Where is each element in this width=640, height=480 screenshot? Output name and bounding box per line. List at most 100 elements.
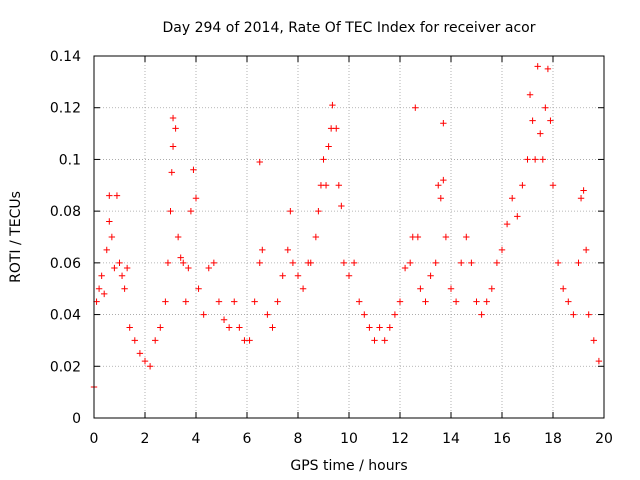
data-point — [483, 298, 490, 305]
data-point — [473, 298, 480, 305]
data-point — [256, 259, 263, 267]
data-point — [205, 264, 212, 272]
data-point — [269, 324, 276, 331]
data-point — [225, 324, 233, 331]
data-point — [118, 272, 126, 279]
data-point — [136, 350, 144, 357]
data-point — [356, 298, 363, 305]
data-point — [299, 285, 307, 292]
data-point — [259, 246, 266, 254]
data-point — [231, 298, 238, 305]
data-point — [519, 182, 526, 189]
data-point — [121, 285, 128, 292]
data-point — [531, 156, 539, 163]
data-point — [322, 182, 330, 189]
x-tick-label: 20 — [595, 431, 613, 447]
data-point — [108, 233, 116, 241]
data-point — [98, 272, 105, 279]
x-tick-label: 16 — [493, 431, 511, 447]
data-point — [256, 158, 263, 166]
data-point — [529, 117, 536, 124]
data-point — [577, 195, 585, 202]
data-point — [177, 254, 184, 261]
data-point — [524, 156, 531, 163]
x-tick-label: 10 — [340, 431, 358, 447]
data-point — [376, 324, 383, 331]
data-point — [478, 311, 485, 318]
data-point — [195, 285, 202, 292]
data-point — [168, 169, 175, 176]
data-point — [113, 192, 121, 199]
data-point — [580, 187, 587, 194]
data-point — [287, 207, 294, 215]
y-tick-label: 0.06 — [50, 256, 81, 272]
y-tick-label: 0.1 — [59, 152, 81, 168]
data-point — [366, 324, 373, 331]
data-point — [111, 264, 118, 272]
data-point — [294, 272, 302, 279]
data-point — [509, 195, 516, 202]
data-point — [164, 259, 172, 267]
data-point — [146, 363, 154, 370]
x-tick-label: 2 — [141, 431, 150, 447]
data-point — [141, 357, 149, 365]
data-point — [427, 272, 434, 279]
data-point — [264, 311, 271, 318]
data-point — [371, 337, 378, 344]
data-point — [554, 259, 562, 267]
data-point — [414, 233, 422, 241]
x-axis-label: GPS time / hours — [290, 458, 407, 474]
data-point — [116, 259, 123, 267]
data-point — [396, 298, 404, 305]
data-point — [544, 65, 552, 73]
data-point — [335, 182, 342, 189]
y-axis-label: ROTI / TECUs — [8, 191, 24, 283]
y-tick-label: 0 — [72, 411, 81, 427]
data-point — [131, 337, 138, 344]
data-point — [386, 324, 393, 331]
data-point — [514, 213, 521, 220]
data-point — [542, 104, 549, 111]
data-point — [307, 259, 314, 267]
data-point — [435, 182, 442, 189]
data-point — [442, 233, 450, 241]
data-point — [488, 285, 495, 292]
data-point — [106, 192, 113, 199]
y-tick-label: 0.12 — [50, 101, 81, 117]
data-point — [493, 259, 501, 267]
data-point — [537, 130, 544, 137]
data-point — [381, 337, 388, 344]
data-point — [526, 91, 534, 98]
data-point — [549, 182, 557, 189]
data-point — [172, 125, 179, 132]
data-point — [468, 259, 475, 267]
data-point — [345, 272, 353, 279]
data-point — [169, 114, 177, 122]
data-point — [200, 311, 207, 318]
data-point — [333, 125, 340, 132]
data-point — [417, 285, 424, 292]
data-point — [215, 298, 223, 305]
data-point — [547, 117, 554, 124]
data-point — [463, 233, 470, 241]
data-point — [437, 195, 444, 202]
data-point — [279, 272, 286, 279]
data-point — [595, 357, 603, 365]
x-tick-label: 8 — [294, 431, 303, 447]
data-point — [329, 101, 336, 109]
x-tick-label: 18 — [544, 431, 562, 447]
data-point — [152, 337, 159, 344]
x-tick-label: 6 — [243, 431, 252, 447]
data-point — [539, 156, 546, 163]
data-point — [570, 311, 577, 318]
data-point — [123, 264, 131, 272]
y-tick-label: 0.04 — [50, 308, 81, 324]
data-point — [440, 120, 447, 127]
data-point — [432, 259, 439, 267]
data-point — [498, 246, 506, 254]
data-point — [182, 298, 189, 305]
data-point — [590, 337, 597, 344]
y-tick-label: 0.08 — [50, 204, 81, 220]
data-point — [565, 298, 572, 305]
